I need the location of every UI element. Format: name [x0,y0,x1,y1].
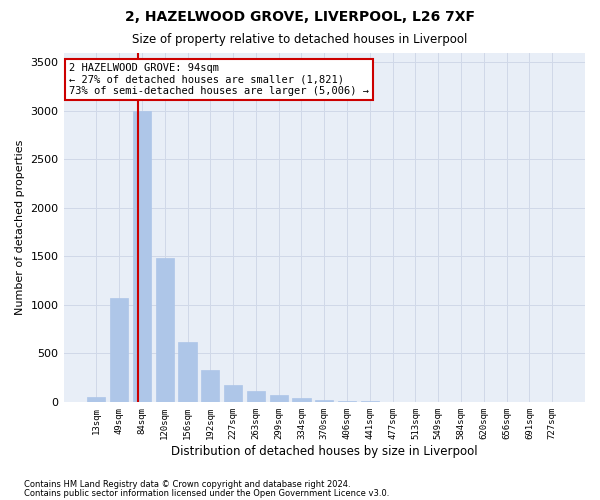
Bar [315,400,334,402]
Bar [133,110,151,402]
Bar [269,394,288,402]
Y-axis label: Number of detached properties: Number of detached properties [15,140,25,315]
Text: Contains HM Land Registry data © Crown copyright and database right 2024.: Contains HM Land Registry data © Crown c… [24,480,350,489]
Bar [247,391,265,402]
Text: Size of property relative to detached houses in Liverpool: Size of property relative to detached ho… [133,32,467,46]
Bar [338,401,356,402]
Bar [224,385,242,402]
Bar [178,342,197,402]
Text: 2, HAZELWOOD GROVE, LIVERPOOL, L26 7XF: 2, HAZELWOOD GROVE, LIVERPOOL, L26 7XF [125,10,475,24]
Bar [292,398,311,402]
Bar [201,370,220,402]
Bar [87,397,106,402]
Text: 2 HAZELWOOD GROVE: 94sqm
← 27% of detached houses are smaller (1,821)
73% of sem: 2 HAZELWOOD GROVE: 94sqm ← 27% of detach… [69,63,369,96]
Bar [155,258,174,402]
Text: Contains public sector information licensed under the Open Government Licence v3: Contains public sector information licen… [24,488,389,498]
X-axis label: Distribution of detached houses by size in Liverpool: Distribution of detached houses by size … [171,444,478,458]
Bar [110,298,128,402]
